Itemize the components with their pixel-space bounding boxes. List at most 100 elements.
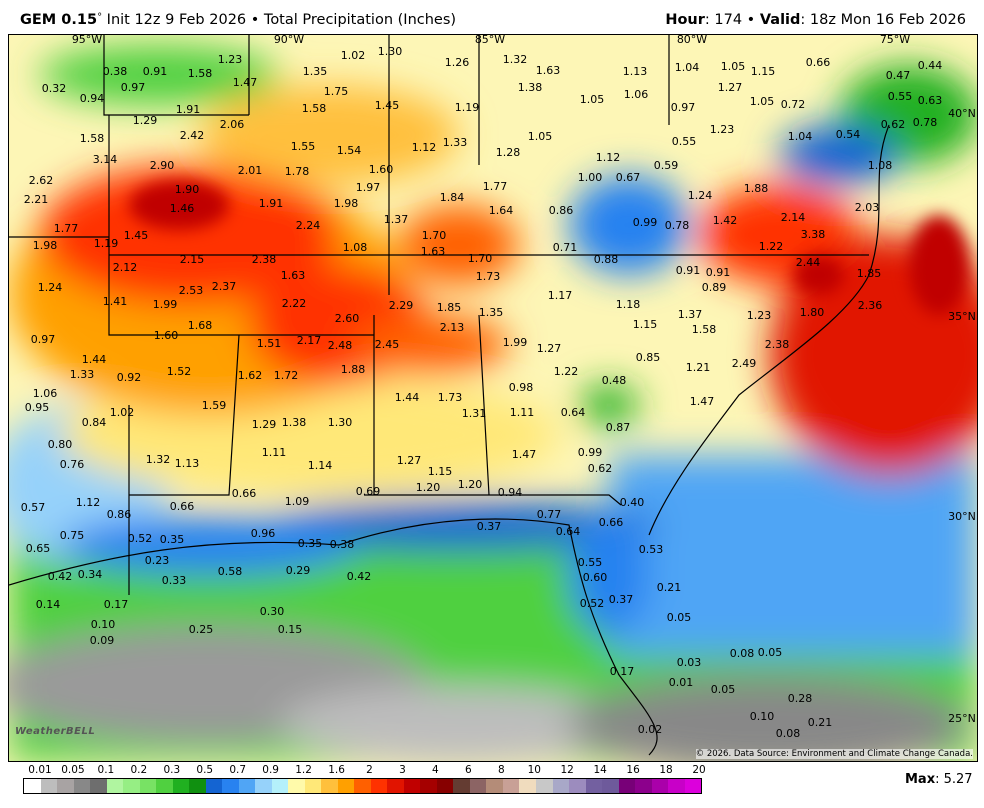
- grid-label: 40°N: [948, 107, 976, 120]
- valid-value: : 18z Mon 16 Feb 2026: [800, 12, 966, 28]
- precip-value-label: 1.11: [509, 406, 535, 419]
- legend-swatch: [552, 779, 570, 793]
- precip-value-label: 2.90: [149, 159, 175, 172]
- precip-value-label: 1.17: [547, 289, 573, 302]
- precip-value-label: 0.32: [41, 82, 67, 95]
- precip-value-label: 1.12: [595, 151, 621, 164]
- precip-value-label: 1.11: [261, 446, 287, 459]
- precip-value-label: 0.88: [593, 253, 619, 266]
- precip-value-label: 2.13: [439, 321, 465, 334]
- precip-value-label: 1.35: [478, 306, 504, 319]
- precip-value-label: 0.55: [887, 90, 913, 103]
- precip-value-label: 1.09: [284, 495, 310, 508]
- legend-swatch: [387, 779, 404, 793]
- precip-value-label: 1.73: [437, 391, 463, 404]
- precip-value-label: 1.05: [527, 130, 553, 143]
- precip-value-label: 1.42: [712, 214, 738, 227]
- precip-value-label: 2.53: [178, 284, 204, 297]
- legend-tick-label: 0.9: [262, 764, 279, 776]
- legend-tick-label: 0.05: [61, 764, 85, 776]
- precip-value-label: 1.63: [280, 269, 306, 282]
- precip-value-label: 2.01: [237, 164, 263, 177]
- precip-value-label: 0.94: [79, 92, 105, 105]
- legend-tick-label: 0.5: [196, 764, 214, 776]
- legend-tick-label: 1.2: [295, 764, 312, 776]
- precip-value-label: 1.46: [169, 202, 195, 215]
- precip-value-label: 1.59: [201, 399, 227, 412]
- precip-value-label: 0.08: [775, 727, 801, 740]
- precip-value-label: 1.68: [187, 319, 213, 332]
- legend-tick-label: 6: [465, 764, 472, 776]
- grid-label: 35°N: [948, 310, 976, 323]
- legend-tick-label: 16: [626, 764, 640, 776]
- map-title: GEM 0.15° Init 12z 9 Feb 2026 • Total Pr…: [20, 12, 456, 28]
- precip-value-label: 2.21: [23, 193, 49, 206]
- legend-swatch: [651, 779, 669, 793]
- precip-value-label: 1.08: [342, 241, 368, 254]
- precip-value-label: 0.91: [705, 266, 731, 279]
- precip-value-label: 1.52: [166, 365, 192, 378]
- precip-value-label: 1.35: [302, 65, 328, 78]
- precip-value-label: 1.98: [333, 197, 359, 210]
- precip-value-label: 1.12: [411, 141, 437, 154]
- valid-label: Valid: [759, 12, 801, 28]
- precip-value-label: 0.62: [587, 462, 613, 475]
- precip-value-label: 2.49: [731, 357, 757, 370]
- precip-value-label: 1.98: [32, 239, 58, 252]
- precip-value-label: 0.65: [25, 542, 51, 555]
- legend-swatch: [57, 779, 74, 793]
- legend-swatch: [436, 779, 454, 793]
- precip-value-label: 1.27: [717, 81, 743, 94]
- precip-value-label: 1.80: [799, 306, 825, 319]
- precip-value-label: 1.75: [323, 85, 349, 98]
- precip-value-label: 2.14: [780, 211, 806, 224]
- precip-value-label: 0.21: [807, 716, 833, 729]
- precip-value-label: 0.62: [880, 118, 906, 131]
- precip-value-label: 0.05: [710, 683, 736, 696]
- precip-value-label: 1.05: [579, 93, 605, 106]
- precip-value-label: 2.12: [112, 261, 138, 274]
- precip-value-label: 1.20: [415, 481, 441, 494]
- precip-value-label: 1.06: [623, 88, 649, 101]
- precip-value-label: 0.21: [656, 581, 682, 594]
- precip-value-label: 1.05: [749, 95, 775, 108]
- precip-value-label: 2.45: [374, 338, 400, 351]
- precip-value-label: 0.08: [729, 647, 755, 660]
- precip-field: [9, 35, 977, 761]
- legend-swatch: [602, 779, 619, 793]
- precip-value-label: 1.91: [175, 103, 201, 116]
- precip-value-label: 0.63: [917, 94, 943, 107]
- precip-value-label: 1.32: [502, 53, 528, 66]
- legend-swatch: [569, 779, 586, 793]
- precip-value-label: 1.28: [495, 146, 521, 159]
- precip-value-label: 0.40: [619, 496, 645, 509]
- precip-value-label: 2.03: [854, 201, 880, 214]
- precip-value-label: 1.44: [81, 353, 107, 366]
- precip-value-label: 2.29: [388, 299, 414, 312]
- precip-value-label: 2.44: [795, 256, 821, 269]
- precip-value-label: 1.77: [53, 222, 79, 235]
- precip-value-label: 1.33: [442, 136, 468, 149]
- legend-tick-label: 12: [560, 764, 574, 776]
- precip-value-label: 2.24: [295, 219, 321, 232]
- precip-value-label: 0.30: [259, 605, 285, 618]
- grid-label: 25°N: [948, 712, 976, 725]
- precip-value-label: 1.00: [577, 171, 603, 184]
- precip-value-label: 1.38: [281, 416, 307, 429]
- grid-label: 85°W: [474, 34, 506, 46]
- precip-value-label: 1.88: [340, 363, 366, 376]
- precip-value-label: 0.52: [579, 597, 605, 610]
- precip-value-label: 0.54: [835, 128, 861, 141]
- precip-value-label: 1.22: [553, 365, 579, 378]
- precipitation-map[interactable]: 0.38 0.91 1.58 1.23 1.47 1.35 1.02 1.30 1.26 1.32…: [8, 34, 978, 762]
- precip-value-label: 0.02: [637, 723, 663, 736]
- precip-value-label: 1.21: [685, 361, 711, 374]
- precip-value-label: 1.05: [720, 60, 746, 73]
- precip-value-label: 0.76: [59, 458, 85, 471]
- precip-value-label: 0.44: [917, 59, 943, 72]
- legend-swatch: [255, 779, 272, 793]
- precip-value-label: 0.94: [497, 486, 523, 499]
- precip-value-label: 1.47: [232, 76, 258, 89]
- precip-value-label: 0.47: [885, 69, 911, 82]
- precip-value-label: 0.66: [169, 500, 195, 513]
